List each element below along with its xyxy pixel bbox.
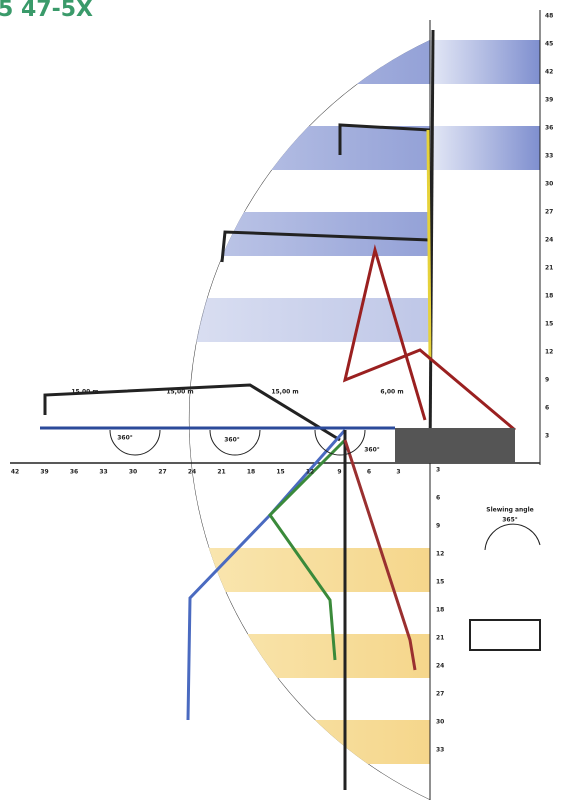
dimension-label: 15,00 m <box>71 389 98 396</box>
lower-tick: 33 <box>436 747 444 754</box>
upper-tick: 36 <box>545 125 553 132</box>
upper-tick: 45 <box>545 41 553 48</box>
lower-tick: 27 <box>436 691 444 698</box>
bottom-tick: 42 <box>11 469 19 476</box>
bottom-tick: 39 <box>40 469 48 476</box>
lower-tick: 15 <box>436 579 444 586</box>
bottom-tick: 30 <box>129 469 137 476</box>
bottom-tick: 21 <box>217 469 225 476</box>
bottom-tick: 18 <box>247 469 255 476</box>
dimension-label: 15,00 m <box>271 389 298 396</box>
lower-tick: 6 <box>436 495 440 502</box>
upper-tick: 3 <box>545 433 549 440</box>
lower-tick: 3 <box>436 467 440 474</box>
dimension-label: 360° <box>364 447 380 454</box>
dimension-label: 365° <box>502 517 518 524</box>
lower-tick: 24 <box>436 663 444 670</box>
upper-tick: 6 <box>545 405 549 412</box>
bottom-tick: 12 <box>306 469 314 476</box>
bottom-tick: 3 <box>396 469 400 476</box>
upper-tick: 18 <box>545 293 553 300</box>
upper-tick: 9 <box>545 377 549 384</box>
upper-tick: 12 <box>545 349 553 356</box>
bottom-tick: 36 <box>70 469 78 476</box>
dimension-label: 360° <box>224 437 240 444</box>
dimension-label: 360° <box>117 435 133 442</box>
lower-tick: 9 <box>436 523 440 530</box>
upper-tick: 27 <box>545 209 553 216</box>
upper-tick: 21 <box>545 265 553 272</box>
upper-tick: 39 <box>545 97 553 104</box>
upper-tick: 42 <box>545 69 553 76</box>
lower-tick: 30 <box>436 719 444 726</box>
upper-tick: 33 <box>545 153 553 160</box>
bottom-tick: 9 <box>337 469 341 476</box>
dimension-label: 15,00 m <box>166 389 193 396</box>
bottom-tick: 15 <box>276 469 284 476</box>
upper-tick: 24 <box>545 237 553 244</box>
title: 5 47-5X <box>0 0 93 22</box>
upper-tick: 48 <box>545 13 553 20</box>
bottom-tick: 6 <box>367 469 371 476</box>
bottom-tick: 27 <box>158 469 166 476</box>
lower-tick: 21 <box>436 635 444 642</box>
lower-tick: 18 <box>436 607 444 614</box>
dimension-label: Slewing angle <box>486 507 533 514</box>
dimension-label: 6,00 m <box>380 389 403 396</box>
lower-tick: 12 <box>436 551 444 558</box>
upper-tick: 15 <box>545 321 553 328</box>
bottom-tick: 33 <box>99 469 107 476</box>
bottom-tick: 24 <box>188 469 196 476</box>
upper-tick: 30 <box>545 181 553 188</box>
